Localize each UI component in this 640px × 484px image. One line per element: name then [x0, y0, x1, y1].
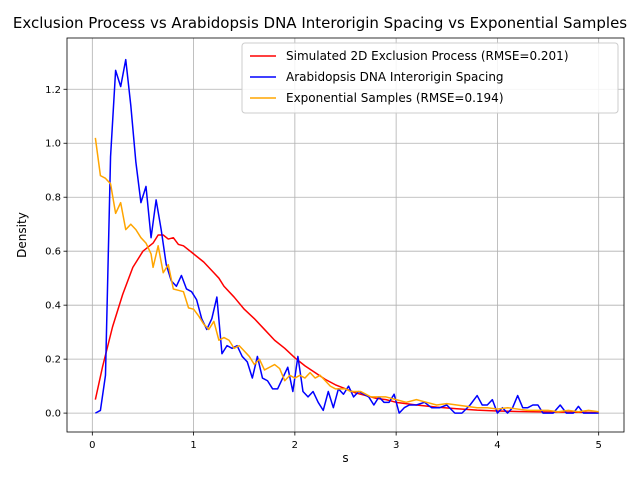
- y-tick-label: 0.8: [45, 193, 61, 204]
- series-line-1: [94, 234, 599, 414]
- y-axis-label: Density: [15, 212, 29, 258]
- legend-box: [241, 42, 619, 114]
- series-line-3: [94, 137, 599, 413]
- y-tick-label: 0.4: [45, 301, 61, 312]
- y-tick-label: 1.2: [45, 85, 61, 96]
- x-tick-label: 1: [190, 440, 196, 451]
- y-tick-label: 1.0: [45, 139, 61, 150]
- x-tick-label: 5: [595, 440, 601, 451]
- chart-title: Exclusion Process vs Arabidopsis DNA Int…: [13, 14, 627, 32]
- x-tick-label: 4: [494, 440, 500, 451]
- x-tick-label: 3: [393, 440, 399, 451]
- x-tick-label: 2: [292, 440, 298, 451]
- y-tick-label: 0.6: [45, 247, 61, 258]
- legend: Simulated 2D Exclusion Process (RMSE=0.2…: [241, 42, 619, 114]
- legend-label-1: Simulated 2D Exclusion Process (RMSE=0.2…: [286, 49, 569, 63]
- legend-label-2: Arabidopsis DNA Interorigin Spacing: [286, 70, 504, 84]
- y-tick-label: 0.0: [45, 409, 61, 420]
- series-layer: [94, 58, 599, 414]
- x-tick-label: 0: [89, 440, 95, 451]
- y-tick-label: 0.2: [45, 355, 61, 366]
- plot-frame: [66, 37, 625, 433]
- series-line-2: [95, 58, 599, 414]
- tick-layer: 0 1 2 3 4 5 0.0 0.2 0.4 0.6 0.8 1.0 1.2: [45, 85, 602, 451]
- x-axis-label: s: [342, 451, 348, 465]
- legend-label-3: Exponential Samples (RMSE=0.194): [286, 91, 504, 105]
